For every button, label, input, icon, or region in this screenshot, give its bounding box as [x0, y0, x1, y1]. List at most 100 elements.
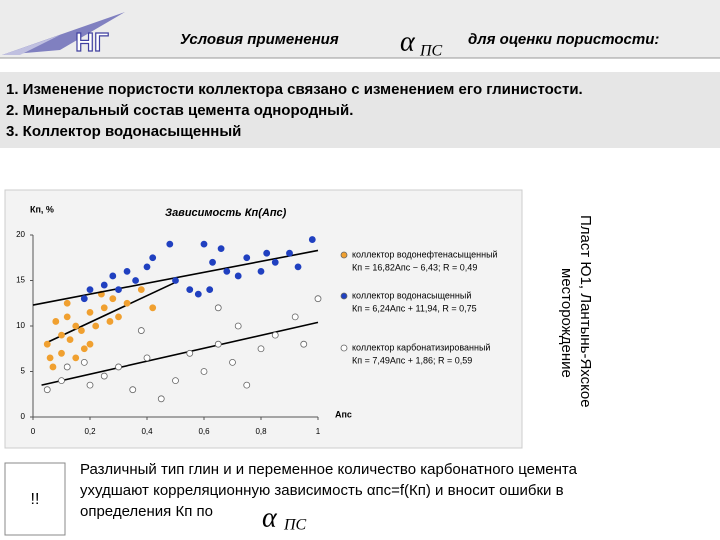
- point: [243, 381, 251, 389]
- point: [234, 272, 242, 280]
- point: [80, 295, 88, 303]
- point: [143, 354, 151, 362]
- point: [115, 286, 122, 294]
- point: [257, 345, 265, 353]
- trend-line: [46, 281, 176, 344]
- point: [157, 395, 165, 403]
- point: [100, 304, 108, 312]
- point: [200, 240, 208, 248]
- point: [123, 267, 131, 275]
- y-tick-label: 10: [16, 321, 25, 330]
- point: [229, 358, 236, 366]
- point: [143, 263, 151, 271]
- logo: НГ: [2, 12, 125, 57]
- point: [49, 363, 57, 371]
- point: [186, 349, 194, 357]
- warning: !!: [31, 491, 40, 508]
- point: [43, 386, 51, 394]
- point: [200, 368, 208, 375]
- point: [223, 267, 231, 275]
- x-tick-label: 0,6: [198, 427, 210, 436]
- legend-label: коллектор водонефтенасыщенный: [352, 249, 498, 259]
- point: [92, 322, 100, 330]
- point: [46, 354, 54, 362]
- point: [66, 336, 74, 344]
- point: [115, 313, 122, 321]
- point: [172, 377, 179, 385]
- conclusion-line: Различный тип глин и и переменное количе…: [80, 461, 578, 478]
- x-tick-label: 0,2: [84, 427, 96, 436]
- point: [115, 363, 122, 371]
- point: [58, 331, 65, 339]
- x-tick-label: 0: [31, 427, 36, 436]
- point: [109, 295, 117, 303]
- point: [86, 308, 94, 316]
- conclusion-symbol-sub: ПС: [283, 517, 307, 534]
- logo-wing: [2, 35, 60, 55]
- y-tick-label: 0: [21, 412, 26, 421]
- legend-equation: Кп = 16,82Апс − 6,43; R = 0,49: [352, 262, 477, 272]
- point: [286, 249, 293, 257]
- point: [206, 286, 214, 294]
- conclusion-symbol: α: [262, 502, 278, 533]
- x-tick-label: 0,4: [141, 427, 153, 436]
- point: [129, 386, 137, 394]
- point: [243, 254, 251, 262]
- header-symbol: α: [400, 26, 416, 57]
- point: [58, 349, 65, 357]
- point: [149, 304, 157, 312]
- trend-line: [41, 321, 319, 386]
- point: [78, 327, 85, 334]
- point: [263, 249, 271, 257]
- x-tick-label: 0,8: [255, 427, 267, 436]
- point: [58, 377, 65, 385]
- point: [123, 299, 131, 307]
- point: [137, 286, 145, 294]
- logo-wing: [2, 12, 125, 55]
- legend-swatch: [340, 344, 348, 352]
- condition: 1. Изменение пористости коллектора связа…: [6, 81, 583, 98]
- point: [86, 381, 94, 389]
- warning-box: [4, 462, 66, 536]
- point: [132, 277, 140, 284]
- side-note: месторождение: [558, 268, 575, 378]
- point: [291, 313, 299, 321]
- point: [100, 372, 108, 380]
- point: [72, 322, 80, 330]
- point: [63, 313, 71, 321]
- point: [106, 318, 114, 325]
- y-axis-label: Кп, %: [30, 204, 54, 214]
- point: [172, 277, 179, 284]
- chart-title: Зависимость Кп(Апс): [165, 207, 287, 219]
- point: [214, 304, 222, 312]
- condition: 3. Коллектор водонасыщенный: [6, 123, 241, 140]
- point: [52, 318, 60, 325]
- point: [80, 358, 88, 366]
- conclusion-line: ухудшают корреляционную зависимость αпс=…: [80, 482, 564, 499]
- conclusion-line: определения Кп по: [80, 503, 213, 520]
- point: [257, 267, 265, 275]
- point: [308, 236, 316, 243]
- point: [209, 258, 216, 266]
- legend-swatch: [340, 292, 348, 300]
- legend-equation: Кп = 7,49Апс + 1,86; R = 0,59: [352, 355, 472, 365]
- point: [186, 286, 194, 294]
- header-band: [0, 0, 720, 58]
- point: [100, 281, 108, 289]
- header-title: Условия применения: [180, 31, 339, 48]
- point: [271, 258, 279, 266]
- point: [137, 327, 145, 334]
- legend-swatch: [340, 251, 348, 259]
- point: [80, 345, 88, 353]
- point: [314, 295, 322, 303]
- y-tick-label: 20: [16, 230, 25, 239]
- legend-equation: Кп = 6,24Апс + 11,94, R = 0,75: [352, 303, 477, 313]
- point: [194, 290, 202, 298]
- point: [43, 340, 51, 348]
- conditions-box: [0, 72, 720, 148]
- point: [72, 354, 80, 362]
- legend-label: коллектор водонасыщенный: [352, 290, 471, 300]
- point: [217, 245, 225, 253]
- point: [234, 322, 242, 330]
